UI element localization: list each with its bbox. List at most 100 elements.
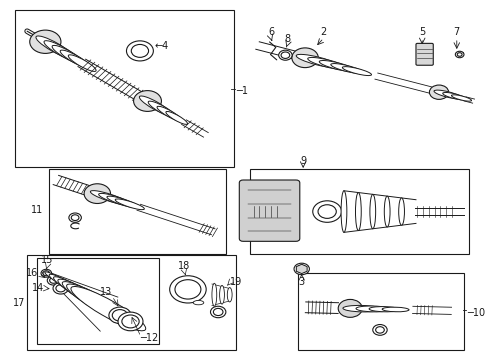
Circle shape <box>109 307 131 324</box>
Ellipse shape <box>44 41 79 62</box>
Text: 16: 16 <box>26 267 38 278</box>
Ellipse shape <box>49 274 78 291</box>
Ellipse shape <box>227 288 232 302</box>
Circle shape <box>112 310 127 321</box>
Ellipse shape <box>45 272 64 283</box>
Ellipse shape <box>330 64 363 73</box>
Ellipse shape <box>433 90 460 99</box>
Ellipse shape <box>291 48 318 68</box>
Ellipse shape <box>382 307 408 312</box>
Bar <box>298 273 463 350</box>
Circle shape <box>312 201 341 222</box>
Circle shape <box>169 276 206 303</box>
Ellipse shape <box>139 96 170 114</box>
Ellipse shape <box>30 30 61 53</box>
Circle shape <box>296 265 306 273</box>
Ellipse shape <box>52 45 84 65</box>
Text: 17: 17 <box>13 298 25 308</box>
Circle shape <box>41 269 51 277</box>
Ellipse shape <box>115 199 144 210</box>
Circle shape <box>210 306 225 318</box>
Ellipse shape <box>133 91 161 111</box>
Ellipse shape <box>398 198 404 225</box>
Circle shape <box>317 205 336 219</box>
Ellipse shape <box>107 196 139 208</box>
Circle shape <box>53 283 68 294</box>
Text: 3: 3 <box>298 277 304 287</box>
Circle shape <box>372 324 386 335</box>
Text: 13: 13 <box>100 287 112 297</box>
Circle shape <box>71 215 79 221</box>
FancyBboxPatch shape <box>415 43 432 65</box>
Circle shape <box>43 271 50 276</box>
Ellipse shape <box>71 287 145 331</box>
Ellipse shape <box>307 58 347 70</box>
Circle shape <box>56 285 65 292</box>
Ellipse shape <box>84 184 110 203</box>
Ellipse shape <box>193 301 203 305</box>
Circle shape <box>454 51 463 58</box>
Circle shape <box>131 44 148 57</box>
Text: 14: 14 <box>32 283 44 293</box>
Text: ─1: ─1 <box>235 86 247 96</box>
Bar <box>49 169 226 253</box>
Ellipse shape <box>369 194 375 229</box>
Circle shape <box>293 263 309 275</box>
Text: ←4: ←4 <box>154 41 168 50</box>
Ellipse shape <box>148 101 176 118</box>
Text: 15: 15 <box>41 255 53 265</box>
Circle shape <box>122 315 139 328</box>
Ellipse shape <box>341 191 346 232</box>
Polygon shape <box>296 264 306 274</box>
Ellipse shape <box>60 50 90 68</box>
Ellipse shape <box>99 193 133 206</box>
Ellipse shape <box>355 193 361 230</box>
Circle shape <box>278 50 291 60</box>
Bar <box>27 255 235 350</box>
FancyBboxPatch shape <box>239 180 299 241</box>
Circle shape <box>47 276 60 285</box>
Text: 9: 9 <box>300 156 305 166</box>
Bar <box>37 258 159 344</box>
Ellipse shape <box>384 196 389 227</box>
Ellipse shape <box>342 67 371 76</box>
Ellipse shape <box>442 93 466 100</box>
Ellipse shape <box>58 279 105 307</box>
Circle shape <box>175 280 201 299</box>
Ellipse shape <box>62 282 118 315</box>
Circle shape <box>118 312 142 331</box>
Circle shape <box>50 278 57 283</box>
Text: ─12: ─12 <box>140 333 158 343</box>
Ellipse shape <box>355 306 390 312</box>
Ellipse shape <box>428 85 447 99</box>
Ellipse shape <box>211 283 216 306</box>
Text: 19: 19 <box>230 277 242 287</box>
Ellipse shape <box>219 285 224 304</box>
Bar <box>250 169 468 253</box>
Text: 2: 2 <box>320 27 326 37</box>
Bar <box>15 10 233 167</box>
Circle shape <box>213 309 223 316</box>
Ellipse shape <box>338 300 362 318</box>
Ellipse shape <box>165 112 187 125</box>
Text: 18: 18 <box>178 261 190 271</box>
Ellipse shape <box>66 284 132 323</box>
Circle shape <box>375 327 384 333</box>
Ellipse shape <box>296 54 339 68</box>
Circle shape <box>456 53 461 56</box>
Ellipse shape <box>68 55 96 71</box>
Ellipse shape <box>53 277 91 299</box>
Ellipse shape <box>90 191 127 204</box>
Ellipse shape <box>342 305 381 312</box>
Circle shape <box>69 213 81 222</box>
Text: 8: 8 <box>284 34 290 44</box>
Text: ─10: ─10 <box>467 308 485 318</box>
Ellipse shape <box>36 36 73 58</box>
Text: 6: 6 <box>267 27 273 37</box>
Circle shape <box>281 52 289 58</box>
Text: 7: 7 <box>453 27 459 37</box>
Text: 11: 11 <box>31 206 43 216</box>
Ellipse shape <box>319 60 355 72</box>
Circle shape <box>126 41 153 61</box>
Ellipse shape <box>157 106 182 121</box>
